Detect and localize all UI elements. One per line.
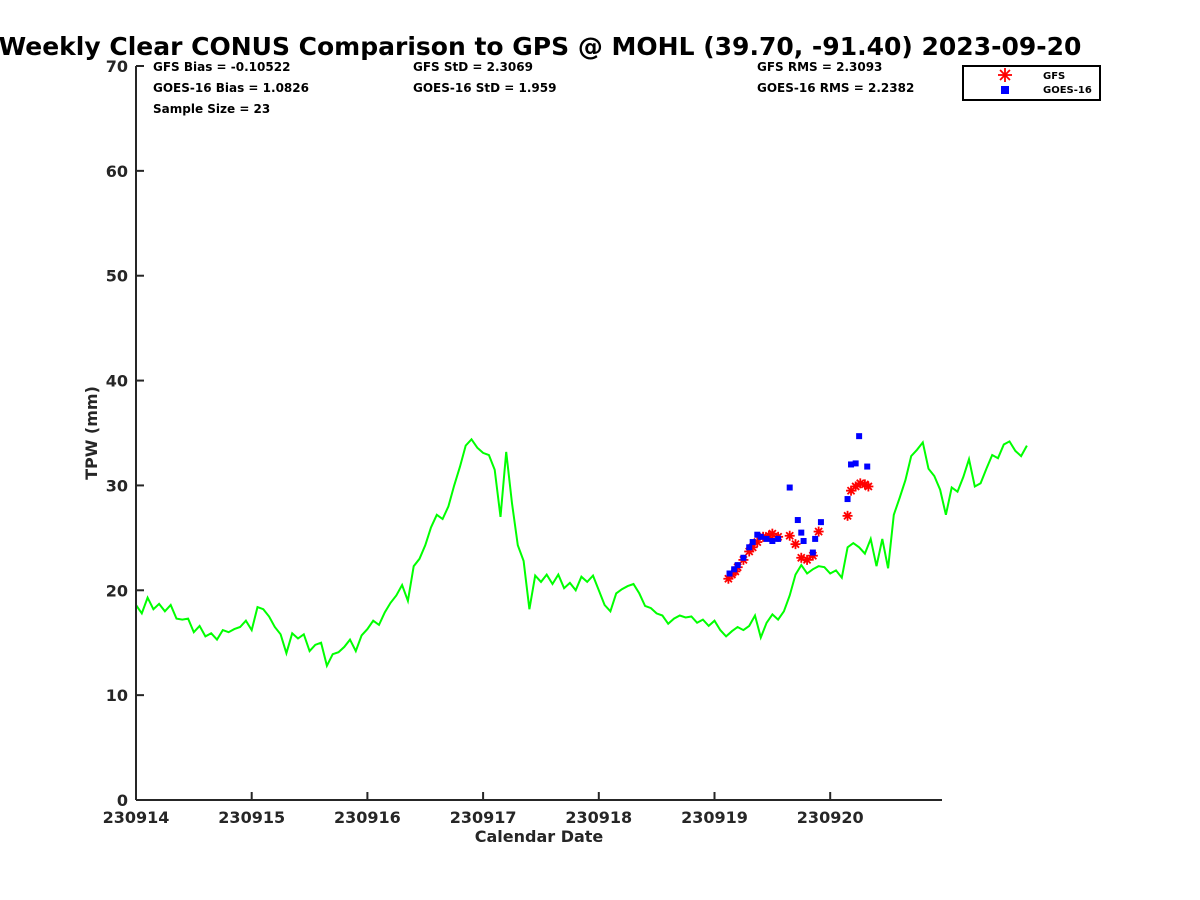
goes16-point [757,533,764,540]
goes16-point [794,517,801,524]
y-tick-label: 20 [106,581,128,600]
x-tick-label: 230917 [450,808,517,827]
goes16-point [731,566,738,573]
goes16-point [726,570,733,577]
gfs-point [813,526,824,537]
legend-gfs-marker [998,68,1012,82]
gfs-point [790,539,801,550]
goes16-point [786,484,793,491]
legend-goes-label: GOES-16 [1043,85,1092,96]
y-tick-label: 70 [106,57,128,76]
goes16-point [734,562,741,569]
goes16-point [817,519,824,526]
y-tick-label: 0 [117,791,128,810]
goes16-point [809,549,816,556]
x-tick-label: 230914 [103,808,170,827]
y-tick-label: 30 [106,476,128,495]
goes-bias-text: GOES-16 Bias = 1.0826 [153,81,309,95]
y-tick-label: 60 [106,162,128,181]
plot-area [135,433,1028,669]
goes16-point [749,539,756,546]
goes16-point [754,531,761,538]
goes16-point [848,461,855,468]
goes16-point [856,433,863,440]
sample-size-text: Sample Size = 23 [153,102,270,116]
goes16-point [769,538,776,545]
goes16-point [844,496,851,503]
goes16-point [746,544,753,551]
legend-gfs-label: GFS [1043,71,1065,82]
goes16-point [800,538,807,545]
gfs-point [784,530,795,541]
x-tick-label: 230918 [565,808,632,827]
gfs-rms-text: GFS RMS = 2.3093 [757,60,882,74]
goes-rms-text: GOES-16 RMS = 2.2382 [757,81,914,95]
goes16-point [812,535,819,542]
goes16-point [864,463,871,470]
goes16-point [775,535,782,542]
gfs-bias-text: GFS Bias = -0.10522 [153,60,290,74]
legend-goes-marker [1001,86,1009,94]
gfs-asterisk-icon [998,68,1012,82]
x-tick-label: 230919 [681,808,748,827]
gfs-point [842,510,853,521]
axes [135,66,942,801]
gps-tpw-line [135,437,1028,669]
tick-marks: 0 10 20 30 40 50 60 70 230914 230915 230916 230917 2… [103,57,864,827]
goes16-point [852,460,859,467]
gfs-std-text: GFS StD = 2.3069 [413,60,533,74]
y-tick-label: 40 [106,372,128,391]
legend: GFS GOES-16 [962,65,1101,101]
y-axis-label: TPW (mm) [82,386,101,480]
y-tick-label: 50 [106,267,128,286]
goes-std-text: GOES-16 StD = 1.959 [413,81,556,95]
x-tick-label: 230916 [334,808,401,827]
goes16-point [798,529,805,536]
chart-title: Weekly Clear CONUS Comparison to GPS @ M… [0,32,1081,61]
x-tick-label: 230915 [218,808,285,827]
gfs-point [802,554,813,565]
goes16-point [763,535,770,542]
goes16-point [740,554,747,561]
x-tick-label: 230920 [797,808,864,827]
x-axis-label: Calendar Date [475,827,604,846]
gfs-point [863,481,874,492]
y-tick-label: 10 [106,686,128,705]
statistics-block: GFS Bias = -0.10522 GOES-16 Bias = 1.082… [153,60,914,116]
legend-box [962,65,1101,101]
